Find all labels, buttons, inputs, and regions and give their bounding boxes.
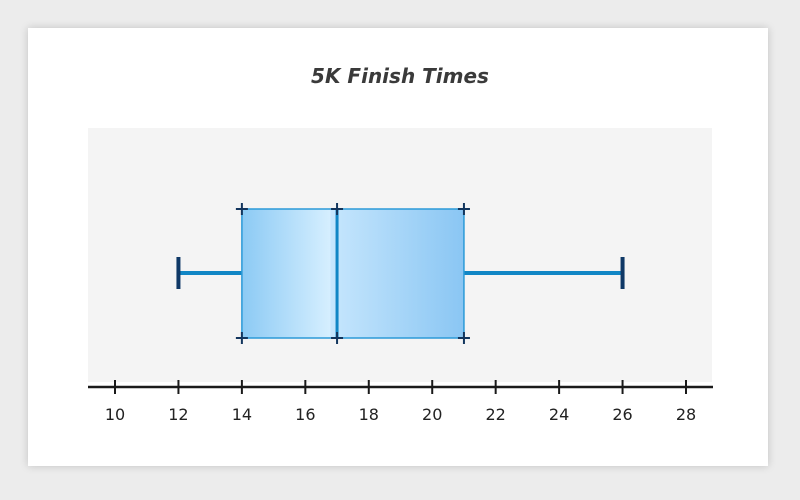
- marker-q3-top: [457, 203, 470, 215]
- marker-q1-top: [235, 203, 248, 215]
- x-tick-label: 14: [232, 405, 252, 424]
- x-tick-label: 16: [295, 405, 315, 424]
- chart-title: 5K Finish Times: [311, 64, 489, 88]
- x-tick-label: 18: [359, 405, 379, 424]
- x-tick-label: 28: [676, 405, 696, 424]
- marker-median-top: [331, 203, 344, 215]
- x-tick-label: 12: [168, 405, 188, 424]
- x-tick-label: 26: [612, 405, 632, 424]
- marker-median-bottom: [331, 332, 344, 344]
- marker-q3-bottom: [457, 332, 470, 344]
- x-tick-label: 20: [422, 405, 442, 424]
- x-tick-label: 10: [105, 405, 125, 424]
- iqr-box: [241, 208, 465, 339]
- x-tick-label: 22: [485, 405, 505, 424]
- x-tick-label: 24: [549, 405, 569, 424]
- marker-q1-bottom: [235, 332, 248, 344]
